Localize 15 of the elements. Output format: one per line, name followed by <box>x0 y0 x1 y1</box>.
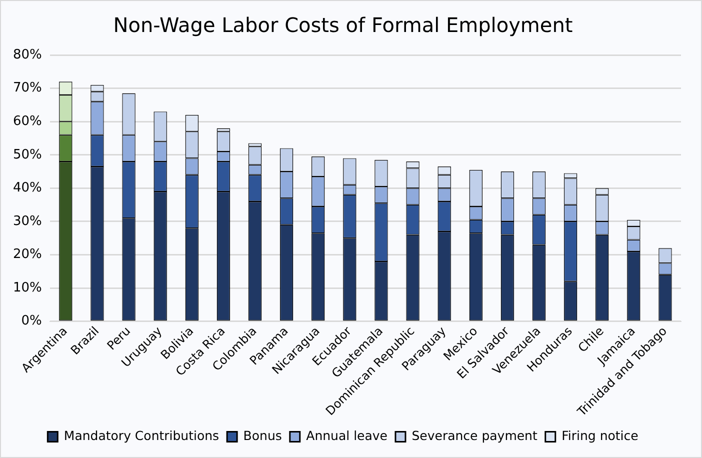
legend-label: Firing notice <box>562 428 639 443</box>
y-tick-label: 20% <box>12 247 42 262</box>
legend-label: Mandatory Contributions <box>64 428 220 443</box>
legend-label: Severance payment <box>412 428 538 443</box>
legend-label: Annual leave <box>306 428 388 443</box>
y-tick-label: 30% <box>12 214 42 229</box>
chart-title: Non-Wage Labor Costs of Formal Employment <box>113 13 573 38</box>
y-tick-label: 80% <box>12 47 42 62</box>
y-tick-label: 50% <box>12 147 42 162</box>
legend-label: Bonus <box>243 428 282 443</box>
y-tick-label: 40% <box>12 180 42 196</box>
y-tick-label: 0% <box>21 314 42 329</box>
y-tick-label: 10% <box>12 280 42 296</box>
y-tick-label: 60% <box>12 114 42 129</box>
y-tick-label: 70% <box>12 80 42 96</box>
